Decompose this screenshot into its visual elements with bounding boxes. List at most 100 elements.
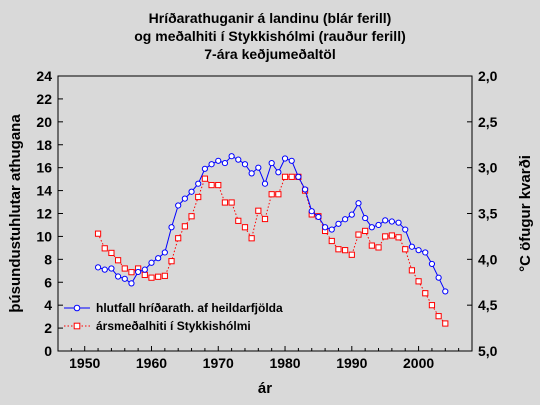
data-point bbox=[348, 211, 355, 218]
data-point bbox=[141, 271, 148, 279]
data-point bbox=[368, 242, 375, 249]
y-left-tick-label: 0 bbox=[44, 343, 52, 359]
y-right-tick-label: 2,5 bbox=[478, 114, 498, 130]
data-point bbox=[442, 320, 449, 327]
data-point bbox=[315, 213, 322, 221]
data-point bbox=[175, 202, 182, 209]
data-point bbox=[435, 274, 442, 281]
data-point bbox=[388, 218, 395, 225]
data-point bbox=[161, 249, 168, 256]
data-point bbox=[241, 161, 249, 168]
data-point bbox=[301, 186, 309, 193]
data-point bbox=[241, 224, 249, 231]
data-point bbox=[362, 227, 369, 235]
data-point bbox=[201, 165, 209, 172]
data-point bbox=[375, 221, 382, 229]
legend-marker bbox=[73, 322, 81, 330]
data-point bbox=[362, 214, 369, 222]
data-point bbox=[382, 233, 389, 240]
data-point bbox=[348, 251, 355, 258]
data-point bbox=[141, 266, 148, 273]
data-point bbox=[288, 157, 295, 164]
legend-label: hlutfall hríðarath. af heildarfjölda bbox=[96, 301, 283, 315]
data-point bbox=[295, 173, 302, 180]
y-axis-left-title: þúsundustuhlutar athugana bbox=[7, 114, 24, 313]
data-point bbox=[94, 264, 102, 271]
data-point bbox=[408, 267, 416, 274]
data-point bbox=[221, 159, 229, 167]
data-point bbox=[228, 153, 235, 160]
data-point bbox=[281, 155, 289, 162]
data-point bbox=[248, 235, 255, 242]
chart-title: Hríðarathuganir á landinu (blár ferill) o… bbox=[134, 10, 406, 62]
data-point bbox=[155, 255, 162, 262]
red-series bbox=[94, 173, 449, 327]
data-point bbox=[161, 272, 168, 279]
data-point bbox=[181, 223, 188, 230]
data-point bbox=[355, 200, 362, 207]
x-tick-label: 1990 bbox=[336, 355, 367, 371]
data-point bbox=[128, 269, 135, 276]
data-point bbox=[408, 243, 416, 250]
data-point bbox=[121, 275, 128, 282]
data-point bbox=[395, 234, 402, 241]
x-tick-label: 1970 bbox=[203, 355, 234, 371]
y-right-tick-label: 3,5 bbox=[478, 206, 498, 222]
x-tick-label: 2000 bbox=[403, 355, 434, 371]
y-left-tick-label: 16 bbox=[36, 160, 52, 176]
data-point bbox=[268, 191, 275, 198]
data-point bbox=[181, 195, 188, 202]
data-point bbox=[395, 219, 402, 226]
data-point bbox=[415, 278, 422, 285]
y-left-tick-label: 22 bbox=[36, 91, 52, 107]
data-point bbox=[208, 161, 215, 168]
data-point bbox=[422, 290, 429, 297]
data-point bbox=[435, 313, 442, 320]
y-left-tick-label: 4 bbox=[44, 297, 52, 313]
data-point bbox=[335, 246, 342, 253]
data-point bbox=[442, 288, 449, 295]
data-point bbox=[368, 224, 375, 231]
y-right-tick-label: 2,0 bbox=[478, 68, 498, 84]
data-point bbox=[215, 181, 222, 189]
data-point bbox=[248, 170, 255, 177]
data-point bbox=[108, 249, 115, 257]
data-point bbox=[128, 280, 135, 287]
data-point bbox=[402, 226, 409, 233]
data-point bbox=[235, 217, 242, 224]
data-point bbox=[255, 207, 262, 214]
y-left-tick-label: 12 bbox=[36, 206, 52, 222]
data-point bbox=[255, 164, 262, 171]
x-axis: 1950 1960 1970 1980 1990 2000 bbox=[57, 346, 473, 371]
data-point bbox=[208, 181, 215, 189]
data-point bbox=[281, 173, 289, 180]
data-point bbox=[308, 208, 315, 215]
data-point bbox=[101, 266, 108, 273]
data-point bbox=[355, 231, 362, 238]
data-point bbox=[288, 173, 295, 180]
y-right-tick-label: 3,0 bbox=[478, 160, 498, 176]
data-point bbox=[101, 245, 108, 252]
y-right-tick-label: 4,5 bbox=[478, 297, 498, 313]
data-point bbox=[215, 157, 222, 164]
data-point bbox=[175, 235, 182, 242]
data-point bbox=[428, 260, 436, 268]
data-point bbox=[375, 244, 382, 251]
data-point bbox=[321, 224, 329, 231]
x-tick-label: 1960 bbox=[136, 355, 167, 371]
data-point bbox=[155, 273, 162, 280]
data-point bbox=[428, 302, 436, 309]
legend-marker bbox=[73, 304, 81, 312]
title-line: Hríðarathuganir á landinu (blár ferill) bbox=[149, 10, 392, 26]
y-left-tick-label: 6 bbox=[44, 274, 52, 290]
data-point bbox=[114, 273, 122, 280]
title-line: 7-ára keðjumeðaltöl bbox=[204, 46, 336, 62]
data-point bbox=[108, 265, 115, 272]
y-left-tick-label: 10 bbox=[36, 228, 52, 244]
legend-label: ársmeðalhiti í Stykkishólmi bbox=[96, 319, 251, 333]
y-right-tick-label: 5,0 bbox=[478, 343, 498, 359]
data-point bbox=[114, 257, 122, 264]
data-point bbox=[328, 237, 335, 245]
y-left-tick-label: 24 bbox=[36, 68, 52, 84]
data-point bbox=[335, 220, 342, 227]
